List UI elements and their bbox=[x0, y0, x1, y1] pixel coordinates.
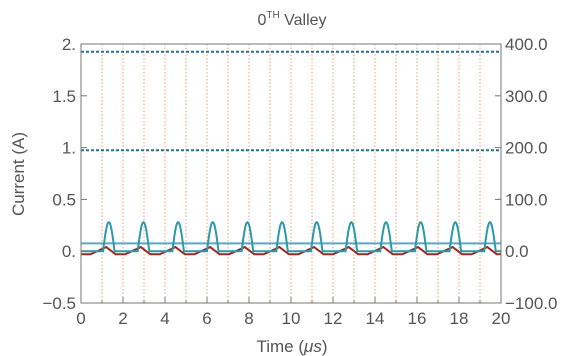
x-tick-label: 2 bbox=[118, 309, 127, 328]
series-layer bbox=[81, 50, 501, 256]
chart-title-superscript: TH bbox=[266, 10, 279, 21]
x-tick-label: 6 bbox=[202, 309, 211, 328]
y-tick-label: 1.5 bbox=[52, 87, 76, 106]
y-tick-label: 0. bbox=[62, 242, 76, 261]
x-axis-title-unit: μs bbox=[303, 337, 322, 356]
x-axis: 0 2 4 6 8 10 12 14 16 18 20 bbox=[76, 297, 510, 328]
y-tick-label: 1. bbox=[62, 139, 76, 158]
y2-tick-label: 200.0 bbox=[505, 139, 548, 158]
y-axis-left: −0.5 0. 0.5 1. 1.5 2. bbox=[42, 35, 87, 313]
grid-lines bbox=[101, 44, 481, 303]
y-axis-title: Current (A) bbox=[9, 132, 28, 216]
y2-tick-label: 0.0 bbox=[505, 242, 529, 261]
y2-tick-label: 100.0 bbox=[505, 190, 548, 209]
x-axis-title: Time (μs) bbox=[256, 337, 327, 356]
y-tick-label: −0.5 bbox=[42, 294, 76, 313]
series-pulse-current bbox=[81, 221, 501, 253]
x-tick-label: 0 bbox=[76, 309, 85, 328]
x-tick-label: 18 bbox=[450, 309, 469, 328]
chart-title-number: 0 bbox=[257, 12, 266, 29]
y-tick-label: 2. bbox=[62, 35, 76, 54]
x-tick-label: 4 bbox=[160, 309, 169, 328]
x-tick-label: 12 bbox=[324, 309, 343, 328]
chart-title-rest: Valley bbox=[280, 12, 327, 29]
y2-tick-label: 400.0 bbox=[505, 35, 548, 54]
x-axis-title-prefix: Time ( bbox=[256, 337, 304, 356]
x-tick-label: 10 bbox=[282, 309, 301, 328]
series-ripple-current bbox=[81, 245, 501, 256]
x-tick-label: 20 bbox=[492, 309, 511, 328]
x-tick-label: 16 bbox=[408, 309, 427, 328]
x-tick-label: 14 bbox=[366, 309, 385, 328]
x-axis-title-suffix: ) bbox=[322, 337, 328, 356]
x-tick-label: 8 bbox=[244, 309, 253, 328]
chart-title: 0TH Valley bbox=[257, 10, 326, 29]
y-axis-right: −100.0 0.0 100.0 200.0 300.0 400.0 bbox=[495, 35, 557, 313]
y2-tick-label: 300.0 bbox=[505, 87, 548, 106]
y2-tick-label: −100.0 bbox=[505, 294, 557, 313]
y-tick-label: 0.5 bbox=[52, 190, 76, 209]
